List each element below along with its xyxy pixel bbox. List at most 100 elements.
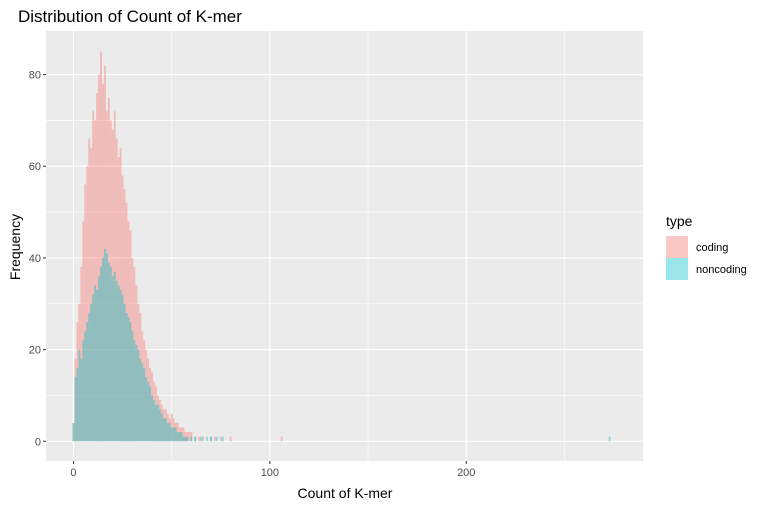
noncoding-bar [94, 285, 97, 442]
coding-bar [72, 422, 75, 442]
legend: type coding noncoding [666, 213, 747, 280]
noncoding-bar [206, 436, 209, 442]
x-tick-label: 200 [457, 467, 475, 479]
noncoding-bar [221, 436, 224, 442]
coding-bar [121, 175, 124, 442]
coding-bar [100, 51, 102, 442]
noncoding-bar [608, 436, 611, 442]
coding-bar [153, 381, 155, 442]
noncoding-bar [129, 322, 132, 442]
coding-bar [229, 436, 232, 442]
coding-bar [164, 409, 167, 442]
noncoding-bar [84, 331, 87, 442]
coding-bar [154, 386, 157, 442]
coding-bar [86, 166, 89, 442]
coding-bar [115, 138, 118, 442]
noncoding-bar [145, 377, 148, 442]
coding-bar [107, 97, 110, 442]
noncoding-bar [151, 395, 154, 442]
noncoding-bar [96, 290, 99, 442]
x-tick-label: 100 [261, 467, 279, 479]
noncoding-bar [137, 349, 140, 442]
coding-bar [90, 147, 93, 442]
coding-bar [129, 230, 132, 442]
coding-bar [78, 303, 81, 442]
coding-bar [156, 395, 159, 442]
legend-label-noncoding: noncoding [696, 264, 747, 276]
noncoding-bar [100, 267, 102, 442]
noncoding-bar [176, 432, 179, 442]
series-noncoding [72, 248, 611, 442]
noncoding-bar [127, 317, 130, 442]
coding-bar [111, 129, 114, 442]
legend-key-coding [666, 236, 688, 258]
coding-bar [96, 92, 99, 442]
noncoding-bar [154, 404, 157, 442]
noncoding-bar [72, 422, 75, 442]
noncoding-bar [160, 413, 163, 442]
coding-bar [113, 111, 116, 442]
noncoding-bar [86, 322, 89, 442]
noncoding-bar [105, 253, 108, 442]
coding-bar [88, 138, 91, 442]
coding-bar [137, 303, 140, 442]
coding-bar [219, 436, 222, 442]
noncoding-bar [170, 427, 173, 442]
coding-bar [147, 358, 150, 442]
coding-bar [213, 436, 216, 442]
noncoding-bar [164, 418, 167, 442]
coding-bar [143, 340, 146, 442]
coding-bar [109, 120, 112, 442]
coding-bar [145, 349, 148, 442]
noncoding-bar [147, 381, 150, 442]
coding-bar [101, 83, 104, 442]
noncoding-bar [88, 312, 91, 442]
legend-title: type [666, 213, 693, 229]
noncoding-bar [186, 436, 189, 442]
y-tick-label: 0 [35, 436, 41, 448]
noncoding-bar [156, 404, 159, 442]
y-tick-label: 20 [29, 345, 41, 357]
noncoding-bar [153, 400, 155, 442]
noncoding-bar [101, 257, 104, 442]
noncoding-bar [111, 276, 114, 442]
coding-bar [125, 202, 128, 442]
noncoding-bar [168, 422, 171, 442]
coding-bar [80, 267, 83, 442]
noncoding-bar [92, 294, 95, 442]
coding-bar [182, 427, 185, 442]
coding-bar [174, 422, 177, 442]
coding-bar [131, 257, 134, 442]
minor-gridlines [46, 31, 643, 461]
x-tick-label: 0 [70, 467, 76, 479]
major-gridlines [46, 31, 643, 461]
coding-bar [98, 74, 101, 442]
coding-bar [135, 285, 138, 442]
coding-bar [184, 432, 187, 442]
coding-bar [141, 331, 144, 442]
coding-bar [209, 436, 212, 442]
coding-bar [127, 221, 130, 442]
noncoding-bar [178, 432, 181, 442]
coding-bar [162, 409, 165, 442]
coding-bar [151, 372, 154, 442]
coding-bar [105, 111, 108, 442]
noncoding-bar [117, 285, 120, 442]
noncoding-bar [184, 436, 187, 442]
coding-bar [82, 221, 85, 442]
noncoding-bar [109, 267, 112, 442]
noncoding-bar [158, 409, 161, 442]
coding-bar [166, 413, 169, 442]
coding-bar [176, 422, 179, 442]
coding-bar [117, 157, 120, 442]
coding-bar [119, 147, 122, 442]
noncoding-bar [172, 427, 175, 442]
noncoding-bar [98, 276, 101, 442]
noncoding-bar [90, 303, 93, 442]
coding-bar [158, 400, 161, 442]
coding-bar [180, 427, 183, 442]
coding-bar [149, 367, 152, 442]
coding-bar [84, 184, 87, 442]
noncoding-bar [162, 418, 165, 442]
coding-bar [160, 404, 163, 442]
